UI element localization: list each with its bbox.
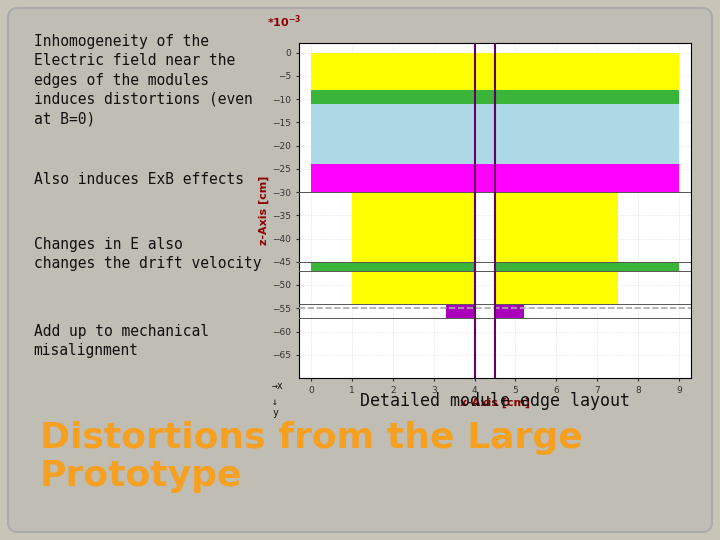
Bar [495,192,618,262]
Text: Add up to mechanical
misalignment: Add up to mechanical misalignment [34,323,209,358]
Bar [311,164,679,192]
Bar [495,271,618,303]
Bar [352,271,474,303]
Text: $\mathbf{*10^{-3}}$: $\mathbf{*10^{-3}}$ [267,13,302,30]
Text: y: y [272,408,278,418]
X-axis label: x-Axis [cm]: x-Axis [cm] [460,397,530,408]
Bar [311,90,679,104]
Text: Inhomogeneity of the
Electric field near the
edges of the modules
induces distor: Inhomogeneity of the Electric field near… [34,34,253,126]
Bar [495,262,679,271]
Bar [311,52,679,90]
Bar [311,262,474,271]
Bar [311,104,679,164]
Text: Also induces ExB effects: Also induces ExB effects [34,172,243,187]
Bar [446,303,474,318]
Text: ↓: ↓ [272,397,278,407]
Text: →x: →x [272,381,284,391]
FancyBboxPatch shape [8,8,712,532]
Bar [495,303,523,318]
Text: Changes in E also
changes the drift velocity: Changes in E also changes the drift velo… [34,237,261,271]
Bar [352,192,474,262]
Text: Distortions from the Large
Prototype: Distortions from the Large Prototype [40,421,582,493]
Y-axis label: z-Axis [cm]: z-Axis [cm] [259,176,269,245]
Text: Detailed module edge layout: Detailed module edge layout [360,392,631,409]
